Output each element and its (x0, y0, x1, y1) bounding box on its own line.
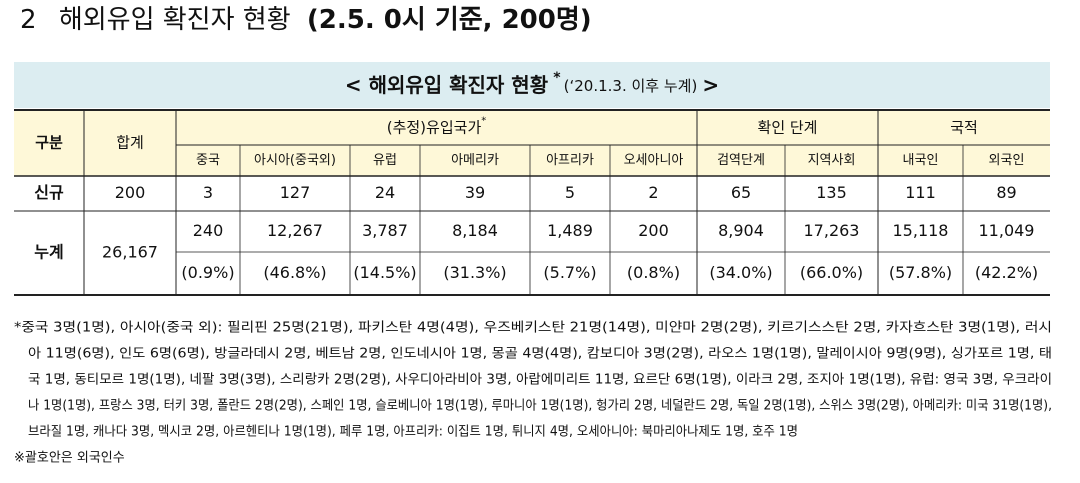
cell-value: 127 (280, 183, 311, 202)
cell-value: 17,263 (804, 221, 860, 240)
table: 구분 합계 (추정)유입국가* 중국 아시아(중국외) 유럽 아메리카 아프리카 오세아니아 확인… (14, 109, 1050, 296)
heading: 2 해외유입 확진자 현황 (2.5. 0시 기준, 200명) (20, 5, 592, 35)
cell-share: (5.7%) (543, 263, 596, 282)
column-header: 중국 (196, 153, 220, 168)
cell-share: (57.8%) (889, 263, 952, 282)
row-label: 신규 (34, 183, 64, 202)
group-header: 국적 (950, 118, 978, 136)
column-header: 검역단계 (717, 153, 765, 168)
caption-title: < 해외유입 확진자 현황 (345, 73, 549, 97)
header-background (14, 110, 1050, 176)
group-label: (추정)유입국가 (387, 118, 482, 136)
group-mark: * (481, 116, 486, 127)
cell-value: 8,904 (718, 221, 764, 240)
cell-value: 3,787 (362, 221, 408, 240)
cell-value: 200 (638, 221, 669, 240)
heading-number: 2 (20, 5, 37, 35)
cell-share: (46.8%) (263, 263, 326, 282)
caption-end: > (702, 73, 719, 97)
row-total: 200 (115, 183, 146, 202)
column-header: 외국인 (989, 153, 1025, 168)
cell-value: 11,049 (979, 221, 1035, 240)
group-header: (추정)유입국가* (387, 116, 487, 137)
cell-share: (31.3%) (443, 263, 506, 282)
cell-share: (14.5%) (353, 263, 416, 282)
column-header: 아시아(중국외) (254, 153, 336, 168)
cell-share: (66.0%) (800, 263, 863, 282)
header-cell: 구분 (35, 134, 63, 152)
heading-title: 해외유입 확진자 현황 (59, 5, 291, 35)
cell-value: 8,184 (452, 221, 498, 240)
cell-share: (34.0%) (709, 263, 772, 282)
cell-value: 111 (905, 183, 936, 202)
column-header: 아프리카 (546, 153, 594, 168)
cell-value: 89 (996, 183, 1016, 202)
column-header: 유럽 (373, 153, 397, 168)
group-label: 국적 (950, 118, 978, 136)
footnote-line: 브라질 1명, 캐나다 3명, 멕시코 2명, 아르헨티나 1명(1명), 페루… (28, 425, 798, 440)
column-header: 지역사회 (808, 153, 856, 168)
cell-value: 12,267 (267, 221, 323, 240)
column-header: 내국인 (903, 153, 939, 168)
cell-share: (0.8%) (627, 263, 680, 282)
cell-value: 15,118 (893, 221, 949, 240)
footnote: *중국 3명(1명), 아시아(중국 외): 필리핀 25명(21명), 파키스… (14, 321, 1052, 466)
cell-value: 24 (375, 183, 395, 202)
column-header: 아메리카 (451, 153, 499, 168)
cell-value: 135 (816, 183, 847, 202)
group-header: 확인 단계 (758, 118, 818, 136)
cell-share: (42.2%) (975, 263, 1038, 282)
cell-value: 1,489 (547, 221, 593, 240)
row-label: 누계 (34, 243, 63, 262)
group-label: 확인 단계 (758, 118, 818, 136)
header-cell: 합계 (116, 134, 144, 152)
caption-period: (‘20.1.3. 이후 누계) (564, 77, 698, 95)
heading-basis: (2.5. 0시 기준, 200명) (307, 5, 592, 35)
caption-band (14, 62, 1050, 108)
cell-value: 240 (193, 221, 224, 240)
footnote-line: 아 11명(6명), 인도 6명(6명), 방글라데시 2명, 베트남 2명, … (28, 347, 1052, 362)
caption-mark: * (553, 70, 561, 86)
cell-value: 39 (465, 183, 485, 202)
table-caption: < 해외유입 확진자 현황 * (‘20.1.3. 이후 누계) > (345, 68, 719, 97)
footnote-line: ※괄호안은 외국인수 (14, 451, 125, 466)
cell-value: 3 (203, 183, 213, 202)
row-total: 26,167 (102, 243, 158, 262)
cell-value: 65 (731, 183, 751, 202)
cell-share: (0.9%) (181, 263, 234, 282)
cell-value: 2 (648, 183, 658, 202)
footnote-line: 나 1명(1명), 프랑스 3명, 터키 3명, 폴란드 2명(2명), 스페인… (28, 399, 1052, 414)
column-header: 오세아니아 (624, 153, 684, 168)
footnote-line: 국 1명, 동티모르 1명(1명), 네팔 3명(3명), 스리랑카 2명(2명… (28, 373, 1052, 388)
cell-value: 5 (565, 183, 575, 202)
footnote-line: *중국 3명(1명), 아시아(중국 외): 필리핀 25명(21명), 파키스… (14, 321, 1052, 336)
